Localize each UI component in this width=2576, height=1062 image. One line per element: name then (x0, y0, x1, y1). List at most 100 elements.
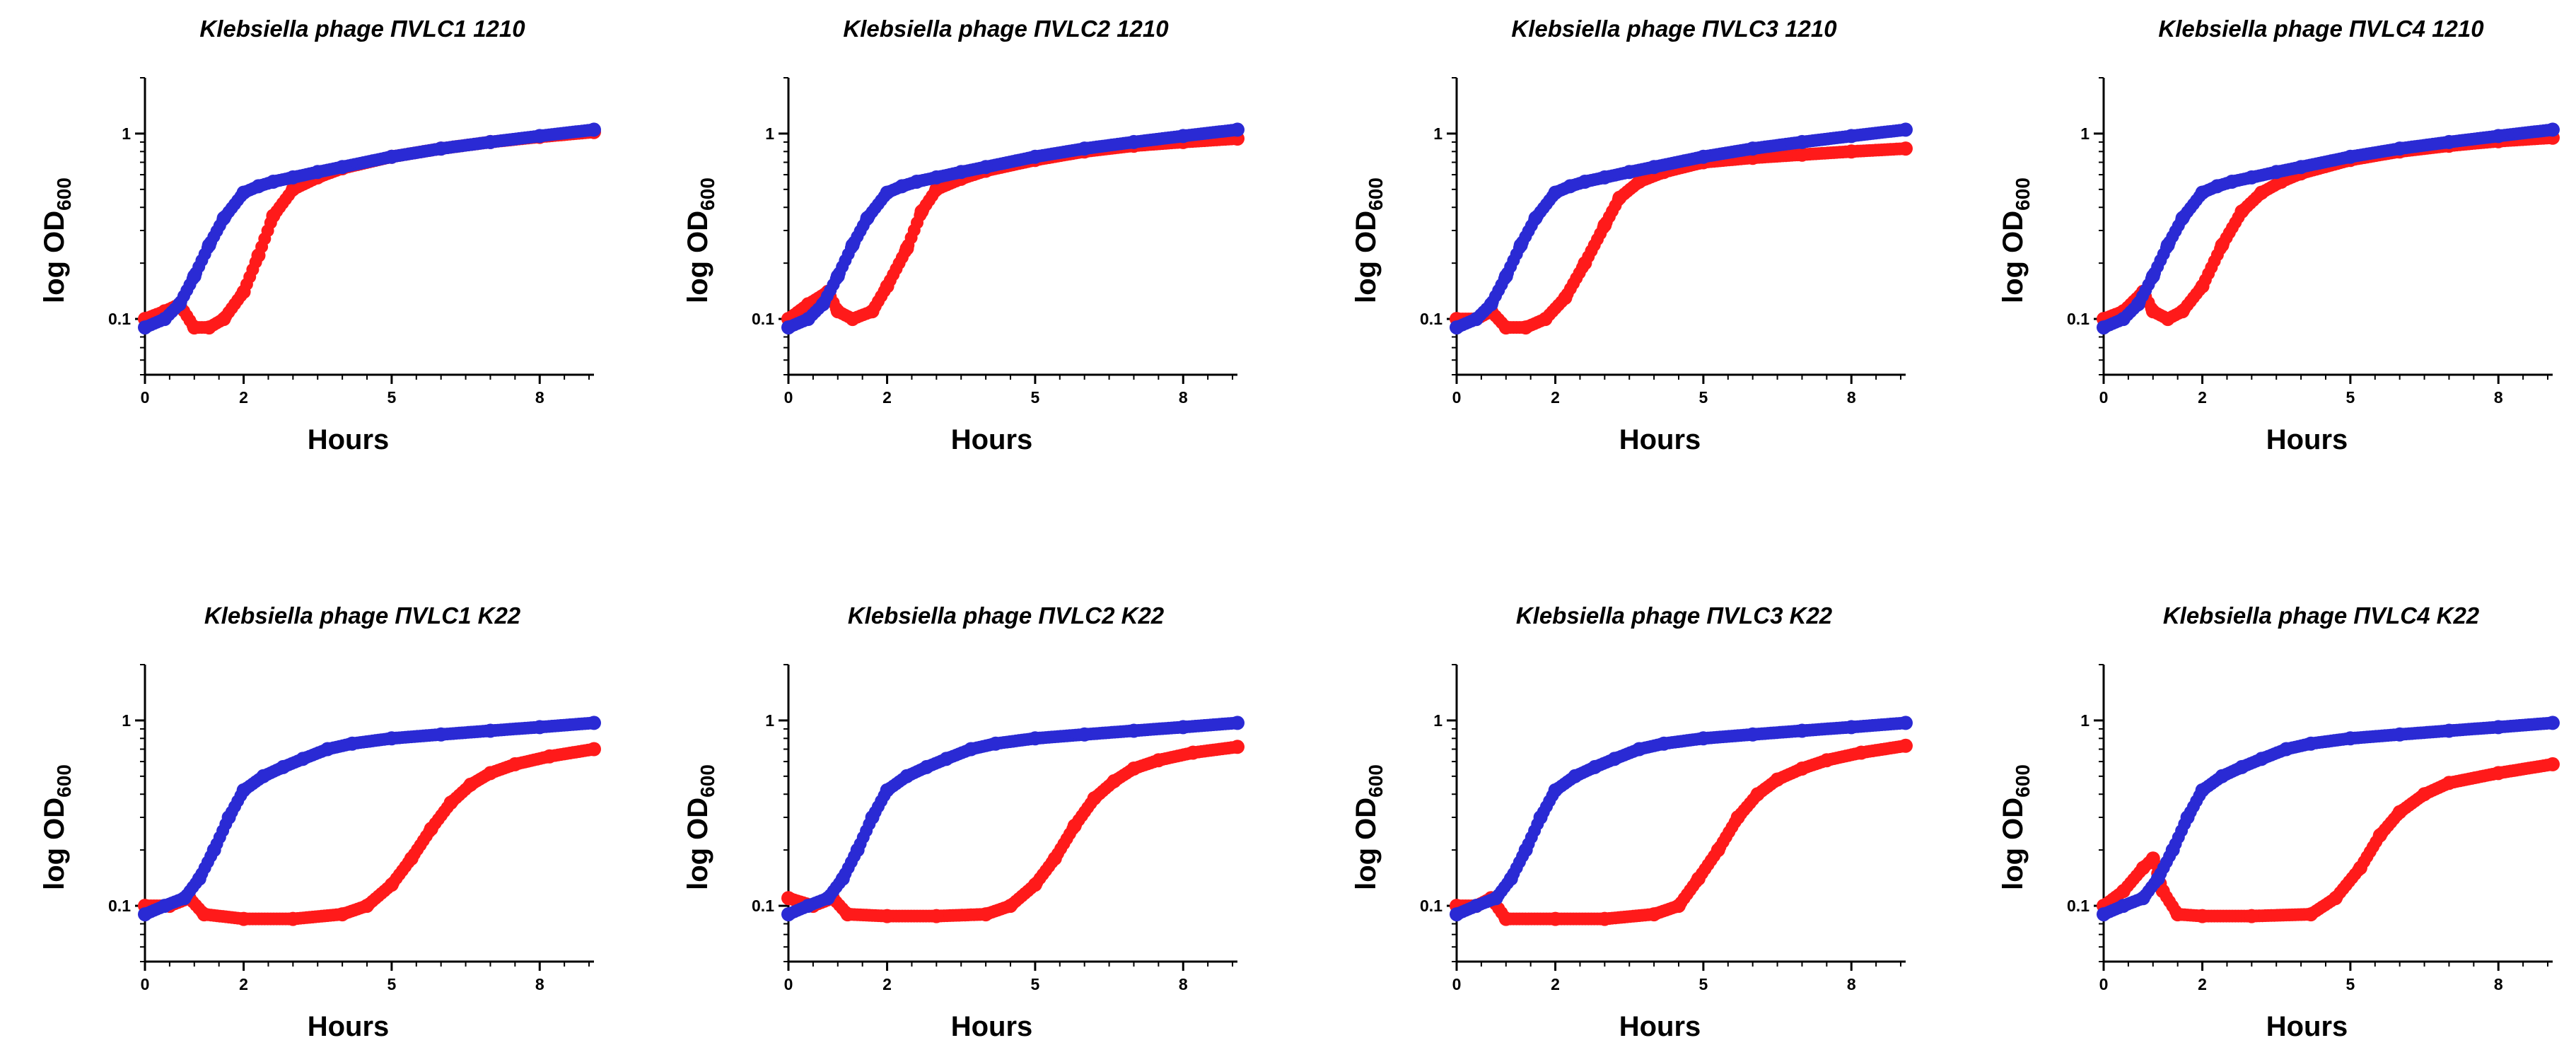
data-point (2225, 175, 2239, 189)
data-point (964, 742, 979, 757)
data-point (251, 179, 266, 194)
data-point (266, 175, 281, 189)
data-point (1730, 810, 1745, 824)
data-point (2491, 766, 2506, 781)
x-tick-label: 8 (535, 388, 544, 407)
data-point (2546, 716, 2560, 730)
data-point (2491, 129, 2506, 144)
data-point (2215, 238, 2230, 252)
data-point (899, 241, 914, 256)
data-point (1844, 129, 1859, 144)
data-point (1230, 716, 1245, 730)
data-point (1844, 144, 1859, 159)
chart-panel-6: Klebsiella phage ΠVLC2 K22 0.1 1 0 2 5 8 Hours l… (682, 602, 1245, 1042)
data-point (1558, 291, 1573, 305)
data-point (2343, 149, 2358, 164)
data-point (172, 297, 187, 312)
data-point (1795, 723, 1809, 738)
x-tick-label: 2 (1551, 975, 1560, 993)
x-tick-label: 0 (2099, 975, 2109, 993)
data-point (1003, 899, 1018, 914)
y-tick-label: 0.1 (108, 897, 131, 915)
data-point (508, 757, 523, 771)
y-tick-label: 1 (765, 124, 774, 143)
chart-panel-7: Klebsiella phage ΠVLC3 K22 0.1 1 0 2 5 8 Hours l… (1351, 602, 1913, 1042)
data-point (1587, 759, 1602, 774)
data-point (157, 899, 172, 914)
data-point (781, 907, 795, 922)
series-phage (1450, 738, 1913, 926)
data-point (979, 907, 993, 922)
y-axis-label: log OD600 (39, 177, 75, 303)
data-point (914, 204, 929, 219)
x-tick-label: 2 (882, 388, 892, 407)
data-point (187, 320, 202, 335)
y-axis-label: log OD600 (682, 177, 718, 303)
x-axis-label: Hours (2266, 1011, 2348, 1042)
data-point (1151, 753, 1166, 768)
y-axis-label: log OD600 (1998, 177, 2034, 303)
data-point (800, 312, 815, 327)
data-point (1632, 742, 1647, 757)
data-point (138, 320, 152, 335)
data-point (2343, 731, 2358, 746)
data-point (815, 297, 830, 312)
x-tick-label: 0 (2099, 388, 2109, 407)
series-phage (138, 742, 601, 926)
data-point (830, 269, 845, 284)
data-point (800, 899, 815, 914)
data-point (2442, 776, 2456, 790)
y-tick-label: 0.1 (752, 310, 774, 328)
chart-panel-8: Klebsiella phage ΠVLC4 K22 0.1 1 0 2 5 8 Hours l… (1998, 602, 2560, 1042)
data-point (840, 907, 855, 922)
data-point (1230, 740, 1245, 754)
data-point (345, 736, 360, 751)
chart-panel-1: Klebsiella phage ΠVLC1 1210 0.1 1 0 2 5 8 Hours… (39, 16, 601, 455)
data-point (2210, 179, 2225, 194)
series-control (2097, 122, 2560, 335)
data-point (1176, 720, 1191, 735)
data-point (433, 141, 448, 156)
chart-panel-2: Klebsiella phage ΠVLC2 1210 0.1 1 0 2 5 8 Hours… (682, 16, 1245, 455)
x-tick-label: 8 (535, 975, 544, 993)
data-point (192, 871, 206, 886)
x-tick-label: 2 (882, 975, 892, 993)
data-point (197, 907, 211, 922)
data-point (1538, 312, 1553, 327)
data-point (286, 182, 301, 197)
y-tick-label: 1 (122, 124, 131, 143)
data-point (1770, 772, 1785, 787)
data-point (845, 238, 860, 252)
data-point (443, 795, 458, 810)
data-point (221, 810, 236, 824)
data-point (909, 175, 924, 189)
data-point (1176, 129, 1191, 144)
data-point (1518, 843, 1533, 858)
x-tick-label: 0 (784, 975, 793, 993)
data-point (286, 170, 301, 185)
x-axis-label: Hours (308, 1011, 390, 1042)
data-point (1518, 320, 1533, 335)
data-point (781, 891, 795, 906)
data-point (202, 320, 216, 335)
data-point (2135, 891, 2150, 906)
data-point (1126, 762, 1141, 776)
y-tick-label: 1 (1433, 711, 1443, 730)
chart-title: Klebsiella phage ΠVLC2 1210 (843, 16, 1169, 42)
data-point (929, 182, 944, 197)
data-point (1647, 160, 1662, 175)
series-phage (2097, 757, 2560, 923)
data-point (1498, 269, 1513, 284)
data-point (266, 209, 281, 223)
data-point (1607, 752, 1622, 766)
data-point (483, 134, 498, 149)
data-point (1469, 312, 1484, 327)
data-point (2116, 884, 2131, 899)
x-tick-label: 0 (141, 975, 150, 993)
data-point (360, 899, 374, 914)
data-point (1597, 170, 1612, 185)
data-point (845, 312, 860, 327)
data-point (2215, 769, 2230, 783)
data-point (1696, 731, 1710, 746)
data-point (2170, 907, 2185, 922)
